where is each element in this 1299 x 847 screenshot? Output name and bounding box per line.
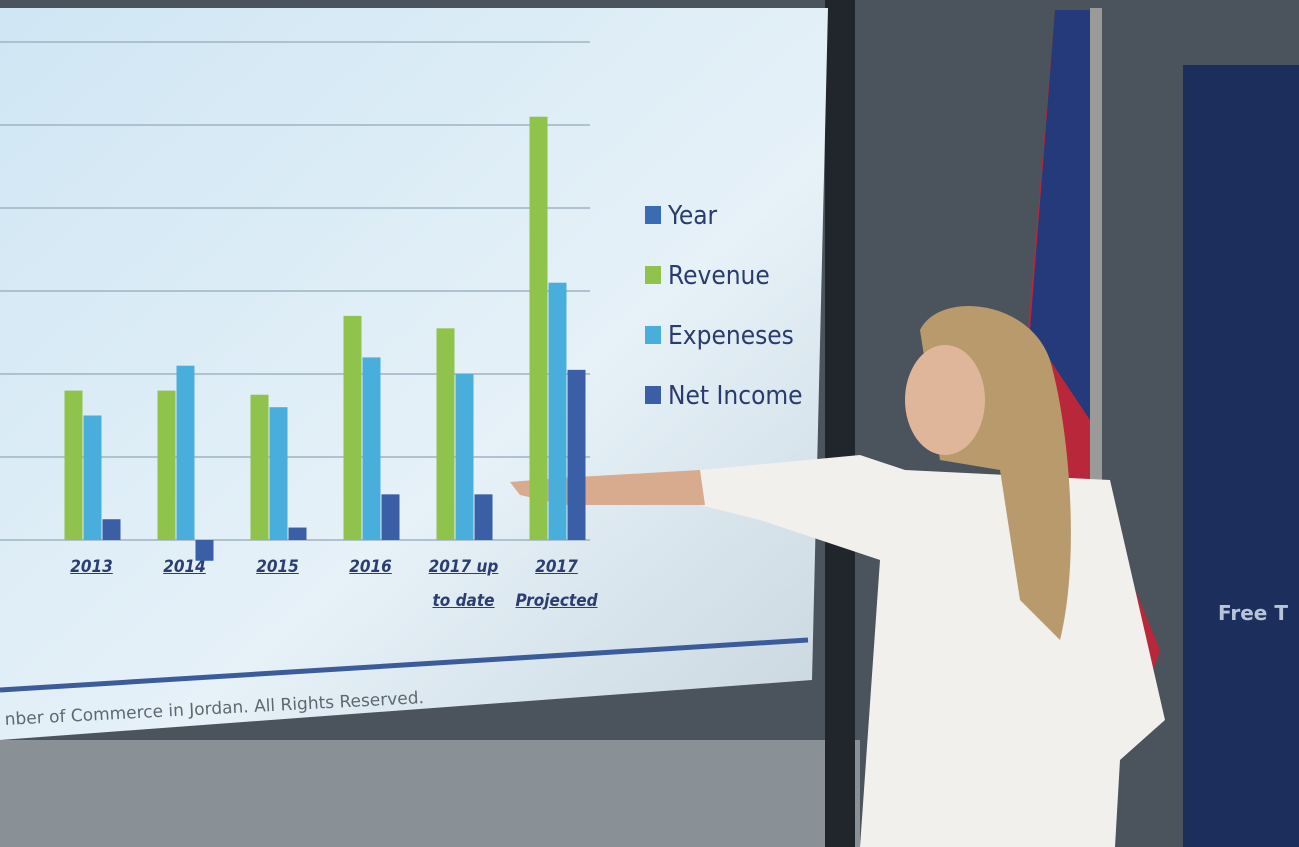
bar (158, 391, 176, 540)
banner (1183, 65, 1299, 847)
x-tick-label: 2017 Projected (512, 550, 602, 618)
bar (475, 494, 493, 540)
legend-swatch (645, 326, 661, 344)
bar (84, 416, 102, 541)
bar (65, 391, 83, 540)
bar (382, 494, 400, 540)
x-tick-label-box: 2017 up to date (419, 550, 509, 630)
bar (103, 519, 121, 540)
bar (568, 370, 586, 540)
legend-label: Expeneses (668, 321, 794, 351)
x-tick-label: 2014 (140, 550, 230, 584)
bar (289, 528, 307, 540)
legend-label: Revenue (668, 261, 770, 291)
x-tick-label-box: 2017 Projected (512, 550, 602, 630)
bar (251, 395, 269, 540)
person-face (905, 345, 985, 455)
bar (437, 328, 455, 540)
x-tick-label: 2013 (47, 550, 137, 584)
bar (344, 316, 362, 540)
bar (363, 357, 381, 540)
x-tick-label: 2017 up to date (419, 550, 509, 618)
legend-swatch (645, 386, 661, 404)
x-tick-label-box: 2016 (326, 550, 416, 630)
scene: nber of Commerce in Jordan. All Rights R… (0, 0, 1299, 847)
x-tick-label: 2015 (233, 550, 323, 584)
bar (530, 117, 548, 540)
legend-swatch (645, 266, 661, 284)
x-tick-label-box: 2015 (233, 550, 323, 630)
lower-wall (0, 740, 860, 847)
page: {"chart_data": {"type": "bar", "categori… (0, 0, 1299, 847)
banner-text: Free T (1218, 601, 1288, 625)
x-tick-label: 2016 (326, 550, 416, 584)
x-tick-label-box: 2013 (47, 550, 137, 630)
bar (196, 540, 214, 561)
bar (177, 366, 195, 540)
x-tick-label-box: 2014 (140, 550, 230, 630)
bar (456, 374, 474, 540)
legend-label: Year (667, 201, 718, 231)
bar (270, 407, 288, 540)
bar (549, 283, 567, 540)
legend-label: Net Income (668, 381, 803, 411)
legend-swatch (645, 206, 661, 224)
screen-frame (825, 0, 855, 847)
